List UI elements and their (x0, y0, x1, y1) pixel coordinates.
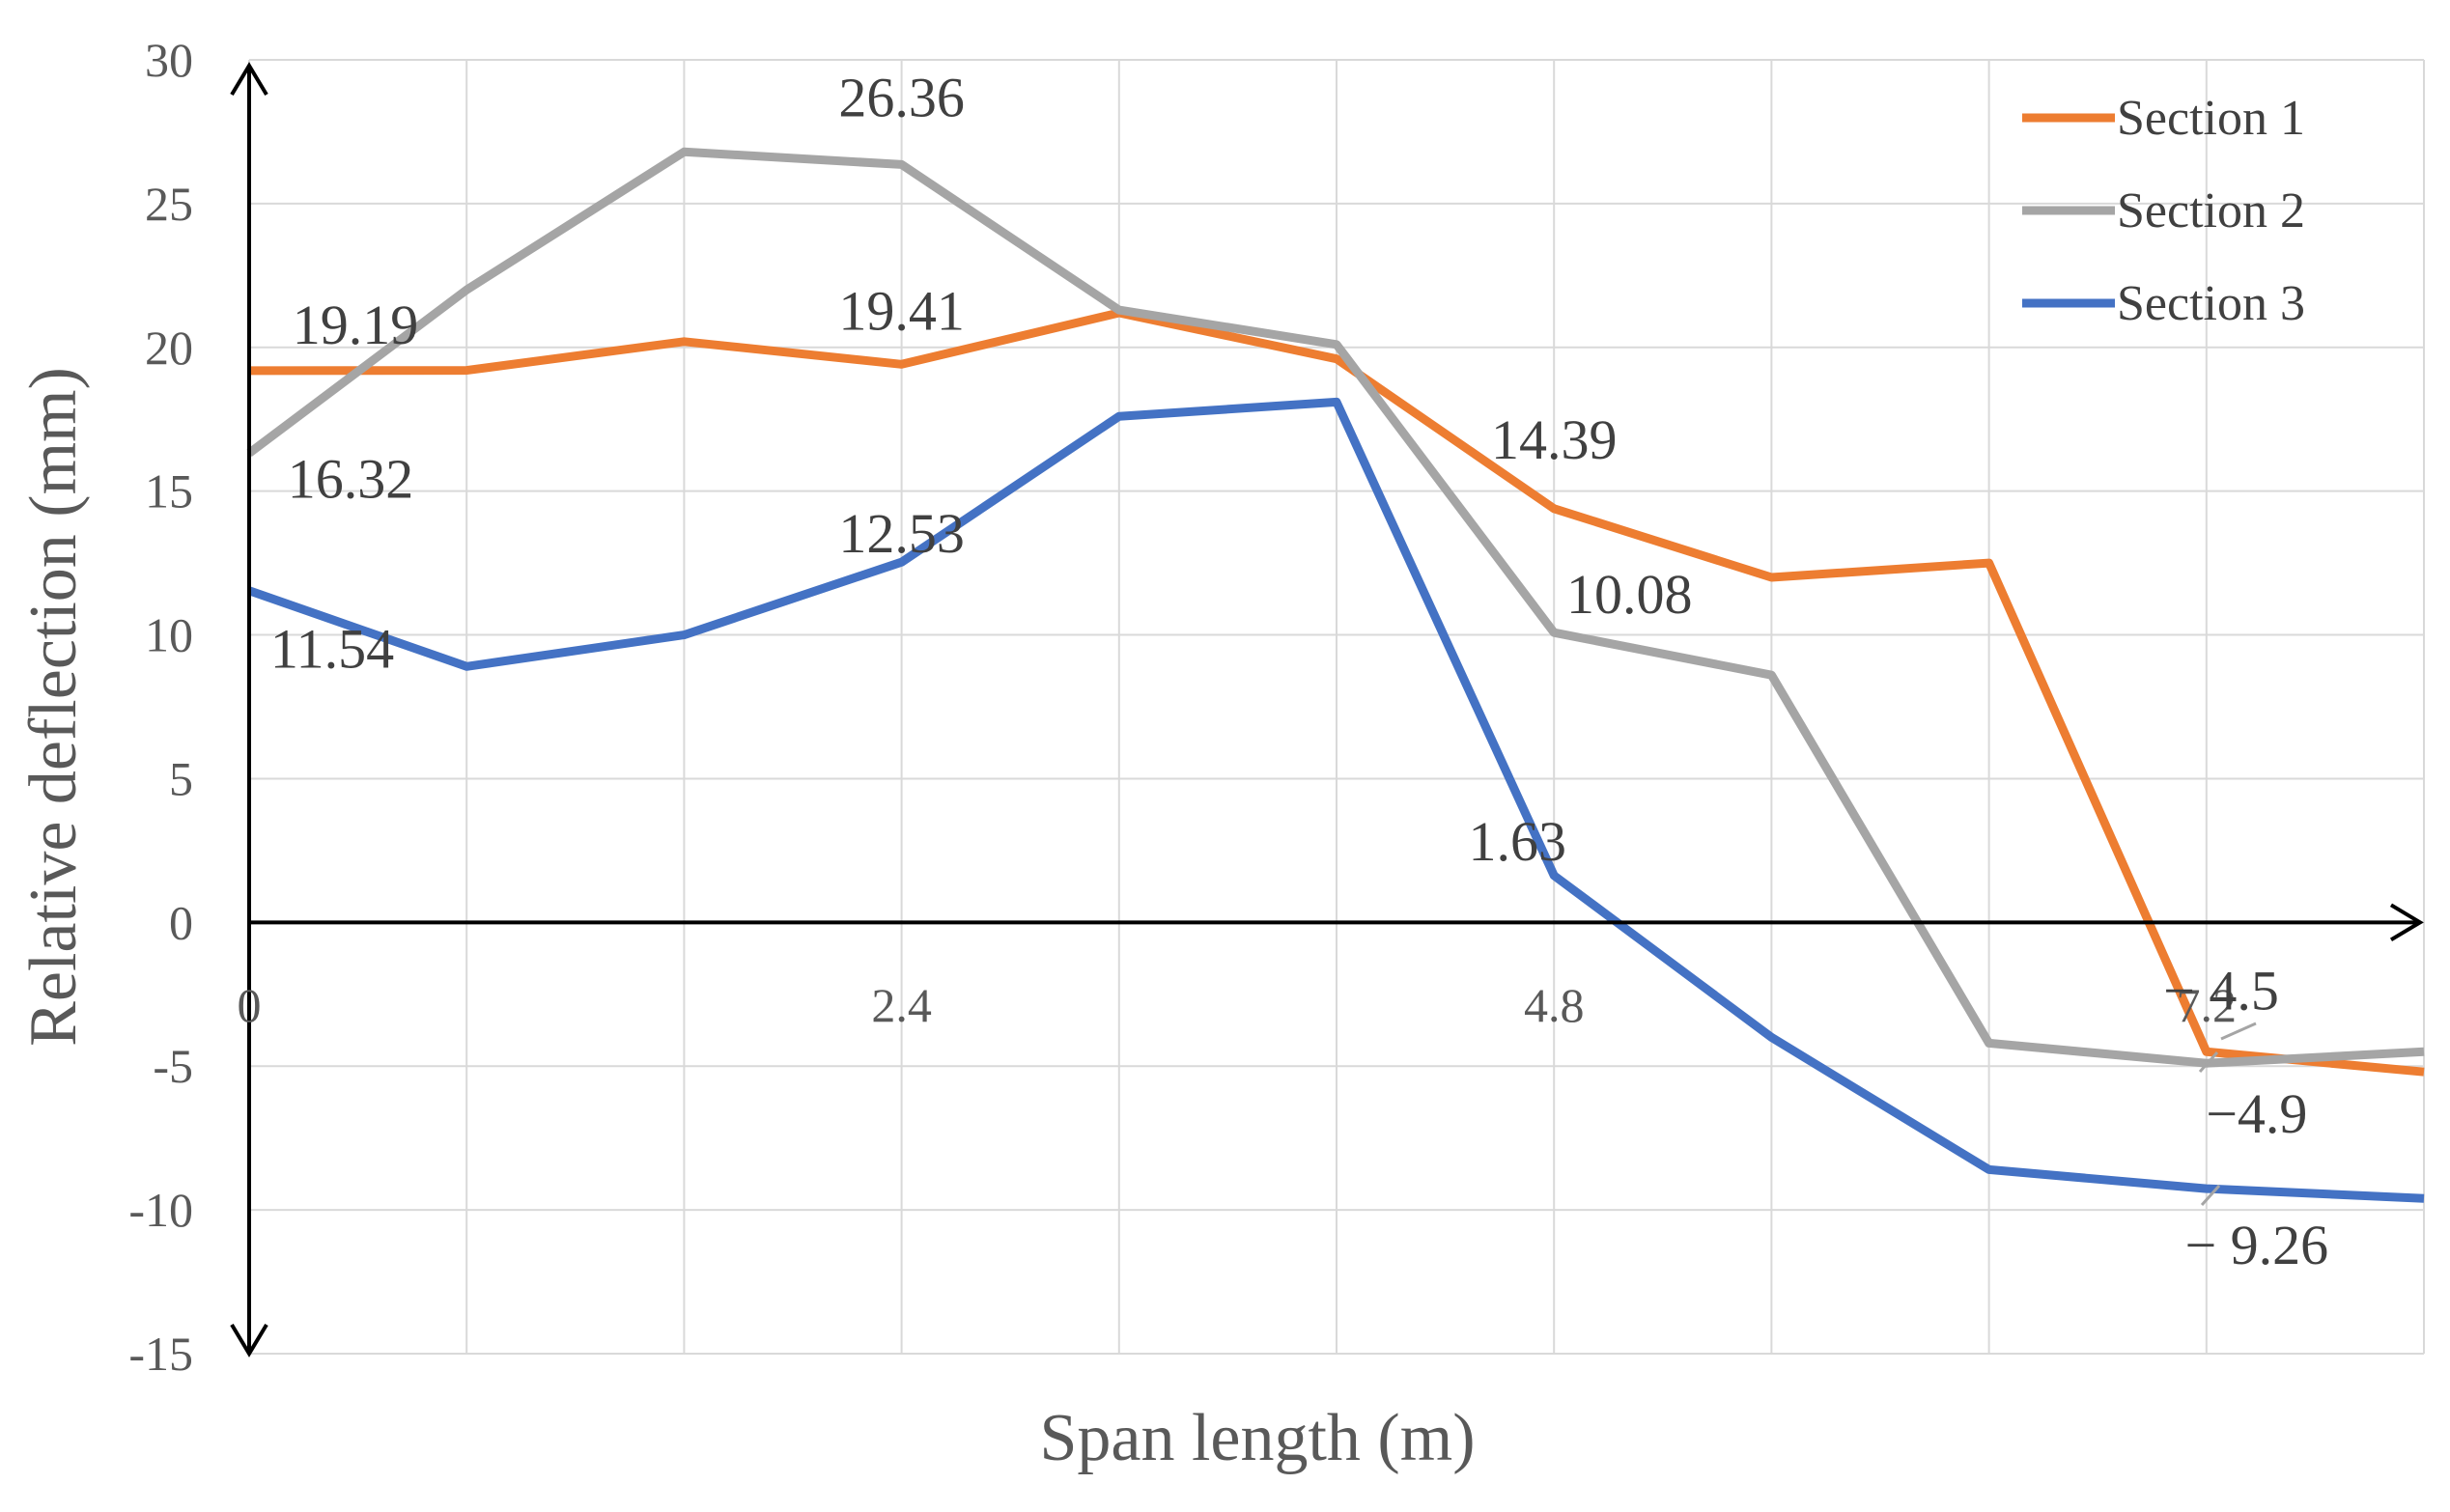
y-tick-label: 15 (145, 464, 193, 518)
axes-layer (230, 62, 2424, 1358)
series-line-1 (248, 308, 2425, 1077)
data-label: 10.08 (1566, 563, 1693, 626)
y-axis-title: Relative deflection (mm) (16, 367, 91, 1047)
x-tick-label: 4.8 (1524, 978, 1585, 1032)
tick-label-layer: 30 25 20 15 10 5 0 -5 -10 -15 0 2.4 4.8 7.2 (128, 33, 2237, 1381)
data-label: 12.53 (838, 502, 965, 565)
data-label: 11.54 (270, 618, 394, 681)
legend-label-2: Section 2 (2117, 183, 2305, 238)
y-tick-label: 10 (145, 608, 193, 662)
y-tick-label: -15 (128, 1327, 193, 1381)
series-line-2 (246, 147, 2425, 1068)
x-tick-label: 2.4 (871, 978, 932, 1032)
label-leader-line (2220, 1022, 2257, 1041)
data-label: 19.19 (293, 294, 419, 356)
data-label: − 4.5 (2163, 959, 2279, 1022)
label-leader-line (2200, 1184, 2221, 1207)
legend-label-1: Section 1 (2117, 91, 2305, 146)
data-label: − 9.26 (2184, 1214, 2328, 1276)
y-tick-label: 20 (145, 321, 193, 375)
grid-layer (248, 59, 2425, 1355)
legend: Section 1 Section 2 Section 3 (2022, 91, 2305, 331)
y-tick-label: 5 (169, 751, 193, 805)
data-label: 14.39 (1491, 408, 1618, 471)
data-label: 19.41 (838, 279, 965, 342)
y-tick-label: 25 (145, 177, 193, 231)
y-tick-label: -10 (128, 1183, 193, 1237)
y-axis-arrow-down (230, 1323, 268, 1358)
y-tick-label: -5 (153, 1039, 193, 1093)
data-label: −4.9 (2206, 1082, 2307, 1145)
y-tick-label: 30 (145, 33, 193, 87)
series-layer (246, 147, 2425, 1203)
label-leader-line (2198, 1050, 2219, 1074)
y-axis-arrow-up (230, 62, 268, 97)
series-line-3 (247, 397, 2425, 1203)
x-tick-label: 0 (238, 978, 262, 1032)
data-label: 26.36 (838, 66, 965, 128)
legend-label-3: Section 3 (2117, 276, 2305, 331)
y-tick-label: 0 (169, 895, 193, 949)
data-label-layer: 19.19 19.41 14.39 − 4.5 16.32 26.36 10.08 −4.9 1… (270, 66, 2328, 1276)
x-axis-title: Span length (m) (1039, 1401, 1475, 1475)
data-label: 1.63 (1468, 810, 1566, 873)
x-axis-arrow (2389, 903, 2424, 942)
data-label: 16.32 (288, 447, 414, 510)
x-tick-label: 7.2 (2177, 978, 2238, 1032)
